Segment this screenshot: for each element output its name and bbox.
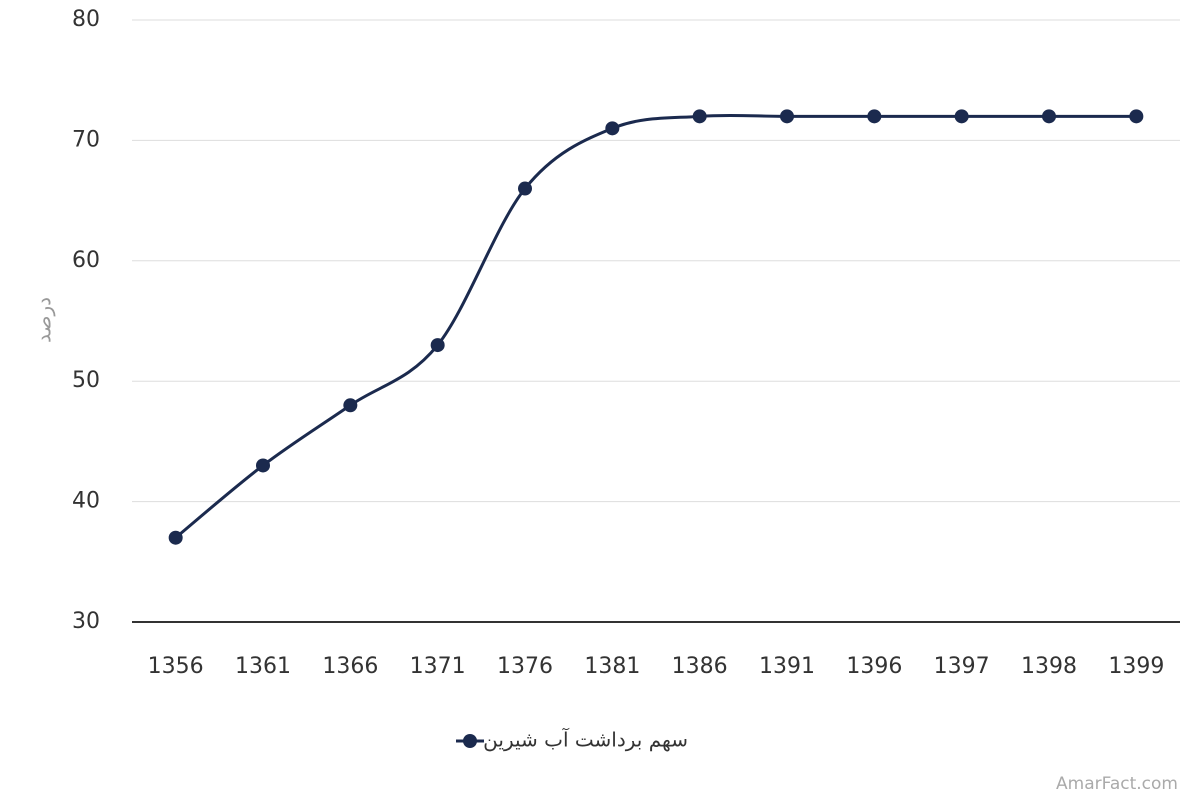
x-tick-label: 1397 <box>934 654 990 679</box>
y-axis-title: درصد <box>32 297 56 343</box>
line <box>174 113 1137 539</box>
y-tick-label: 40 <box>72 489 100 514</box>
x-tick-label: 1386 <box>672 654 728 679</box>
marker <box>1042 109 1056 124</box>
marker <box>867 109 882 124</box>
marker <box>343 398 358 413</box>
legend-marker <box>463 734 477 748</box>
x-tick-label: 1366 <box>322 654 378 679</box>
y-tick-label: 50 <box>72 368 100 393</box>
y-tick-label: 60 <box>72 248 100 273</box>
marker <box>692 109 707 124</box>
x-tick-label: 1399 <box>1108 654 1164 679</box>
marker <box>954 109 969 124</box>
y-tick-label: 30 <box>72 609 100 634</box>
x-tick-label: 1381 <box>584 654 640 679</box>
x-tick-label: 1398 <box>1021 654 1077 679</box>
marker <box>780 109 794 124</box>
x-tick-label: 1391 <box>759 654 815 679</box>
x-tick-label: 1371 <box>410 654 466 679</box>
marker <box>256 458 270 473</box>
watermark: AmarFact.com <box>1056 774 1178 794</box>
x-tick-label: 1376 <box>497 654 553 679</box>
marker <box>430 338 445 353</box>
marker <box>605 121 620 136</box>
marker <box>1129 109 1144 124</box>
marker <box>518 181 532 196</box>
y-tick-label: 80 <box>72 7 100 32</box>
marker <box>168 530 183 545</box>
x-tick-label: 1396 <box>846 654 902 679</box>
y-tick-label: 70 <box>72 127 100 152</box>
x-tick-label: 1361 <box>235 654 291 679</box>
legend-label: سهم برداشت آب شیرین <box>483 727 688 752</box>
x-tick-label: 1356 <box>148 654 204 679</box>
